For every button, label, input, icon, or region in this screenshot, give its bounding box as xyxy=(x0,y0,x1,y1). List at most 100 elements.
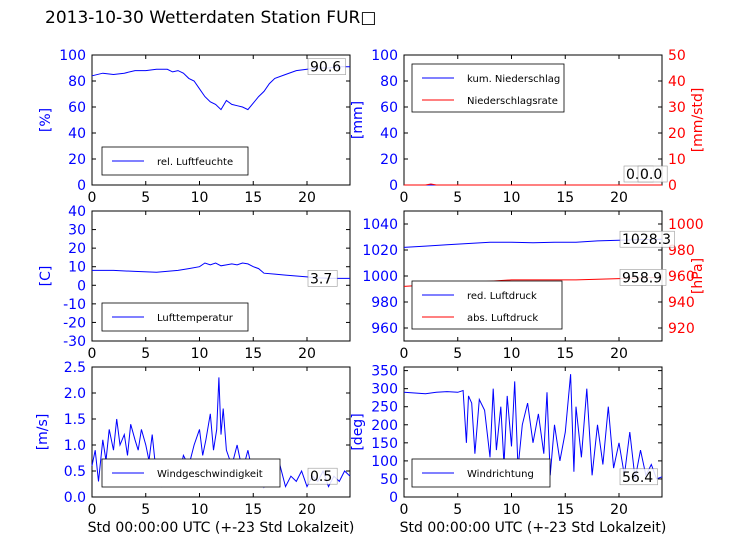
precip-y2tick-label: 20 xyxy=(668,126,686,142)
temperature-xtick-label: 15 xyxy=(244,346,262,362)
precip-xtick-label: 20 xyxy=(610,190,628,206)
winddir-xtick-label: 5 xyxy=(453,502,462,518)
pressure-value-box xyxy=(619,230,675,248)
windspeed-ytick-label: 1.0 xyxy=(64,438,86,454)
winddir-xtick-label: 15 xyxy=(556,502,574,518)
winddir-xlabel: Std 00:00:00 UTC (+-23 Std Lokalzeit) xyxy=(400,520,667,536)
precip-value-box xyxy=(623,165,654,183)
precip-value-box xyxy=(637,165,668,183)
temperature-xtick-label: 5 xyxy=(141,346,150,362)
winddir-ylabel: [deg] xyxy=(350,413,366,450)
precip-y2tick-label: 40 xyxy=(668,74,686,90)
pressure-xtick-label: 10 xyxy=(503,346,521,362)
windspeed-series-line-0 xyxy=(91,377,351,489)
humidity-xtick-label: 10 xyxy=(191,190,209,206)
temperature-ytick-label: 30 xyxy=(68,223,86,239)
windspeed-xlabel: Std 00:00:00 UTC (+-23 Std Lokalzeit) xyxy=(88,520,355,536)
winddir-legend-label: Windrichtung xyxy=(467,469,534,480)
windspeed-ylabel: [m/s] xyxy=(35,414,51,451)
pressure-y2tick-label: 1000 xyxy=(668,217,704,233)
humidity-xtick-label: 15 xyxy=(244,190,262,206)
winddir-ytick-label: 300 xyxy=(371,382,398,398)
precip-ytick-label: 0 xyxy=(389,178,398,194)
winddir-frame xyxy=(403,366,663,498)
pressure-legend-label: abs. Luftdruck xyxy=(467,313,538,324)
temperature-series-line-0 xyxy=(92,262,350,279)
humidity-series-line-0 xyxy=(91,66,350,111)
humidity-ytick-label: 80 xyxy=(68,74,86,90)
precip-ylabel: [mm] xyxy=(350,101,366,139)
pressure-legend-label: red. Luftdruck xyxy=(467,291,537,302)
winddir-ytick-label: 150 xyxy=(371,436,398,452)
pressure-ytick-label: 1000 xyxy=(362,269,398,285)
windspeed-ytick-label: 0.0 xyxy=(64,490,86,506)
windspeed-frame xyxy=(91,366,351,498)
pressure-legend-box xyxy=(411,280,563,330)
humidity-legend-label: rel. Luftfeuchte xyxy=(157,157,233,168)
winddir-value-label: 56.4 xyxy=(622,470,653,486)
pressure-xtick-label: 5 xyxy=(453,346,462,362)
pressure-frame xyxy=(403,210,663,342)
precip-ytick-label: 60 xyxy=(380,100,398,116)
precip-frame xyxy=(403,54,663,186)
temperature-xtick-label: 10 xyxy=(191,346,209,362)
winddir-legend-box xyxy=(411,458,551,488)
precip-ytick-label: 20 xyxy=(380,152,398,168)
temperature-ytick-label: 10 xyxy=(68,260,86,276)
temperature-ylabel: [C] xyxy=(38,266,54,287)
temperature-value-label: 3.7 xyxy=(310,271,332,287)
winddir-ytick-label: 250 xyxy=(371,400,398,416)
pressure-value-box xyxy=(619,269,667,286)
windspeed-legend-label: Windgeschwindigkeit xyxy=(157,469,263,480)
winddir-ytick-label: 350 xyxy=(371,364,398,380)
pressure-ytick-label: 960 xyxy=(371,321,398,337)
precip-y2tick-label: 10 xyxy=(668,152,686,168)
precip-legend-label: Niederschlagsrate xyxy=(467,96,558,107)
humidity-value-label: 90.6 xyxy=(310,60,341,76)
precip-xtick-label: 10 xyxy=(503,190,521,206)
windspeed-xtick-label: 20 xyxy=(298,502,316,518)
pressure-series-line-1 xyxy=(403,276,663,287)
temperature-legend-label: Lufttemperatur xyxy=(157,313,234,324)
temperature-xtick-label: 20 xyxy=(298,346,316,362)
winddir-value-box xyxy=(619,468,658,486)
windspeed-ytick-label: 0.5 xyxy=(64,464,86,480)
windspeed-xtick-label: 5 xyxy=(141,502,150,518)
precip-legend-box xyxy=(411,63,565,113)
pressure-series-line-0 xyxy=(403,238,663,248)
pressure-value-label: 958.9 xyxy=(622,270,662,286)
humidity-ytick-label: 20 xyxy=(68,152,86,168)
precip-value-label: 0.0 xyxy=(626,167,648,183)
winddir-ytick-label: 200 xyxy=(371,418,398,434)
pressure-xtick-label: 15 xyxy=(556,346,574,362)
humidity-value-box xyxy=(307,58,346,76)
temperature-ytick-label: -20 xyxy=(63,315,86,331)
windspeed-ytick-label: 1.5 xyxy=(64,412,86,428)
winddir-xtick-label: 0 xyxy=(400,502,409,518)
precip-xtick-label: 5 xyxy=(453,190,462,206)
winddir-xtick-label: 10 xyxy=(503,502,521,518)
precip-ytick-label: 40 xyxy=(380,126,398,142)
windspeed-xtick-label: 10 xyxy=(191,502,209,518)
precip-legend-label: kum. Niederschlag xyxy=(467,74,560,85)
humidity-xtick-label: 0 xyxy=(88,190,97,206)
humidity-ytick-label: 100 xyxy=(59,48,86,64)
winddir-xtick-label: 20 xyxy=(610,502,628,518)
humidity-ytick-label: 0 xyxy=(77,178,86,194)
precip-xtick-label: 15 xyxy=(556,190,574,206)
winddir-ytick-label: 100 xyxy=(371,454,398,470)
precip-ytick-label: 80 xyxy=(380,74,398,90)
precip-value-label: 0.0 xyxy=(640,167,662,183)
windspeed-legend-box xyxy=(101,458,281,488)
windspeed-ytick-label: 2.5 xyxy=(64,360,86,376)
precip-xtick-label: 0 xyxy=(400,190,409,206)
winddir-series-line-0 xyxy=(403,374,663,480)
pressure-xtick-label: 0 xyxy=(400,346,409,362)
precip-y2label: [mm/std] xyxy=(690,88,706,153)
humidity-xtick-label: 20 xyxy=(298,190,316,206)
precip-series-line-1 xyxy=(404,183,662,186)
precip-y2tick-label: 0 xyxy=(668,178,677,194)
temperature-frame xyxy=(91,210,351,342)
